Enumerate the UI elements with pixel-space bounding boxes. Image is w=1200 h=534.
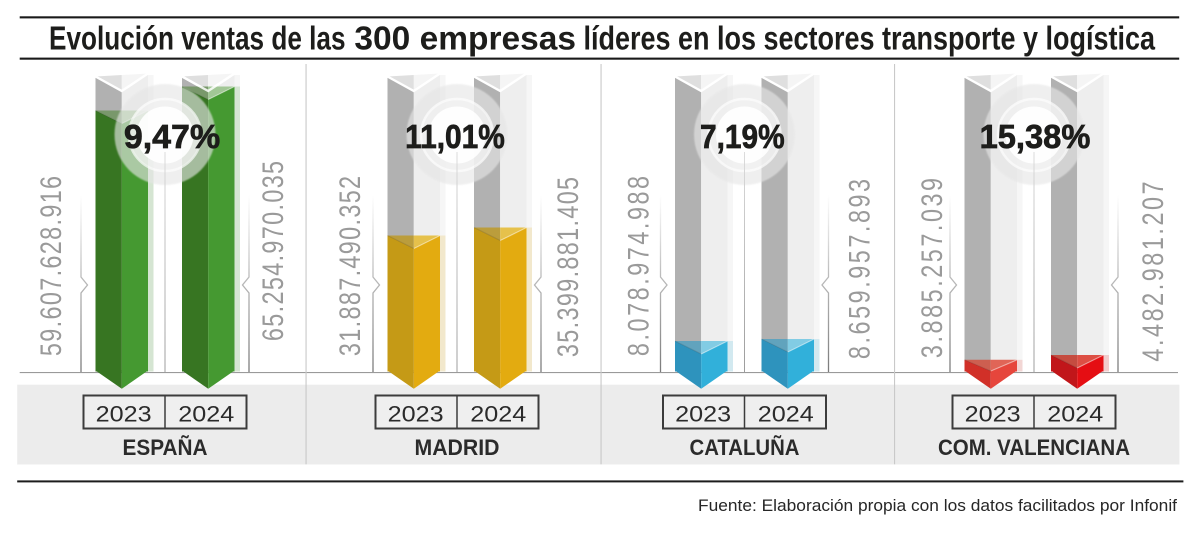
svg-text:65.254.970.035: 65.254.970.035 bbox=[256, 161, 289, 341]
svg-text:3.885.257.039: 3.885.257.039 bbox=[915, 178, 948, 358]
svg-text:líderes en los sectores transp: líderes en los sectores transporte y log… bbox=[584, 19, 1156, 56]
svg-text:2024: 2024 bbox=[470, 402, 526, 427]
svg-text:31.887.490.352: 31.887.490.352 bbox=[333, 176, 366, 356]
svg-text:4.482.981.207: 4.482.981.207 bbox=[1136, 181, 1169, 361]
svg-text:Evolución ventas de las: Evolución ventas de las bbox=[49, 19, 346, 56]
svg-text:2024: 2024 bbox=[178, 402, 234, 427]
svg-text:2023: 2023 bbox=[965, 402, 1021, 427]
svg-text:2023: 2023 bbox=[96, 402, 152, 427]
svg-text:2024: 2024 bbox=[1047, 402, 1103, 427]
svg-text:8.078.974.988: 8.078.974.988 bbox=[622, 176, 655, 356]
svg-text:Fuente: Elaboración propia con: Fuente: Elaboración propia con los datos… bbox=[698, 496, 1177, 515]
svg-text:11,01%: 11,01% bbox=[405, 118, 505, 155]
svg-text:35.399.881.405: 35.399.881.405 bbox=[551, 177, 584, 357]
svg-text:59.607.628.916: 59.607.628.916 bbox=[34, 176, 67, 356]
svg-text:9,47%: 9,47% bbox=[124, 118, 220, 155]
svg-text:2024: 2024 bbox=[758, 402, 814, 427]
svg-text:8.659.957.893: 8.659.957.893 bbox=[843, 179, 876, 359]
svg-text:7,19%: 7,19% bbox=[700, 118, 785, 155]
svg-text:ESPAÑA: ESPAÑA bbox=[123, 435, 208, 460]
svg-text:15,38%: 15,38% bbox=[980, 118, 1091, 155]
svg-text:COM. VALENCIANA: COM. VALENCIANA bbox=[938, 435, 1130, 460]
svg-text:300 empresas: 300 empresas bbox=[354, 19, 576, 56]
svg-text:2023: 2023 bbox=[675, 402, 731, 427]
svg-text:MADRID: MADRID bbox=[415, 435, 500, 460]
svg-text:CATALUÑA: CATALUÑA bbox=[690, 435, 800, 460]
svg-text:2023: 2023 bbox=[388, 402, 444, 427]
